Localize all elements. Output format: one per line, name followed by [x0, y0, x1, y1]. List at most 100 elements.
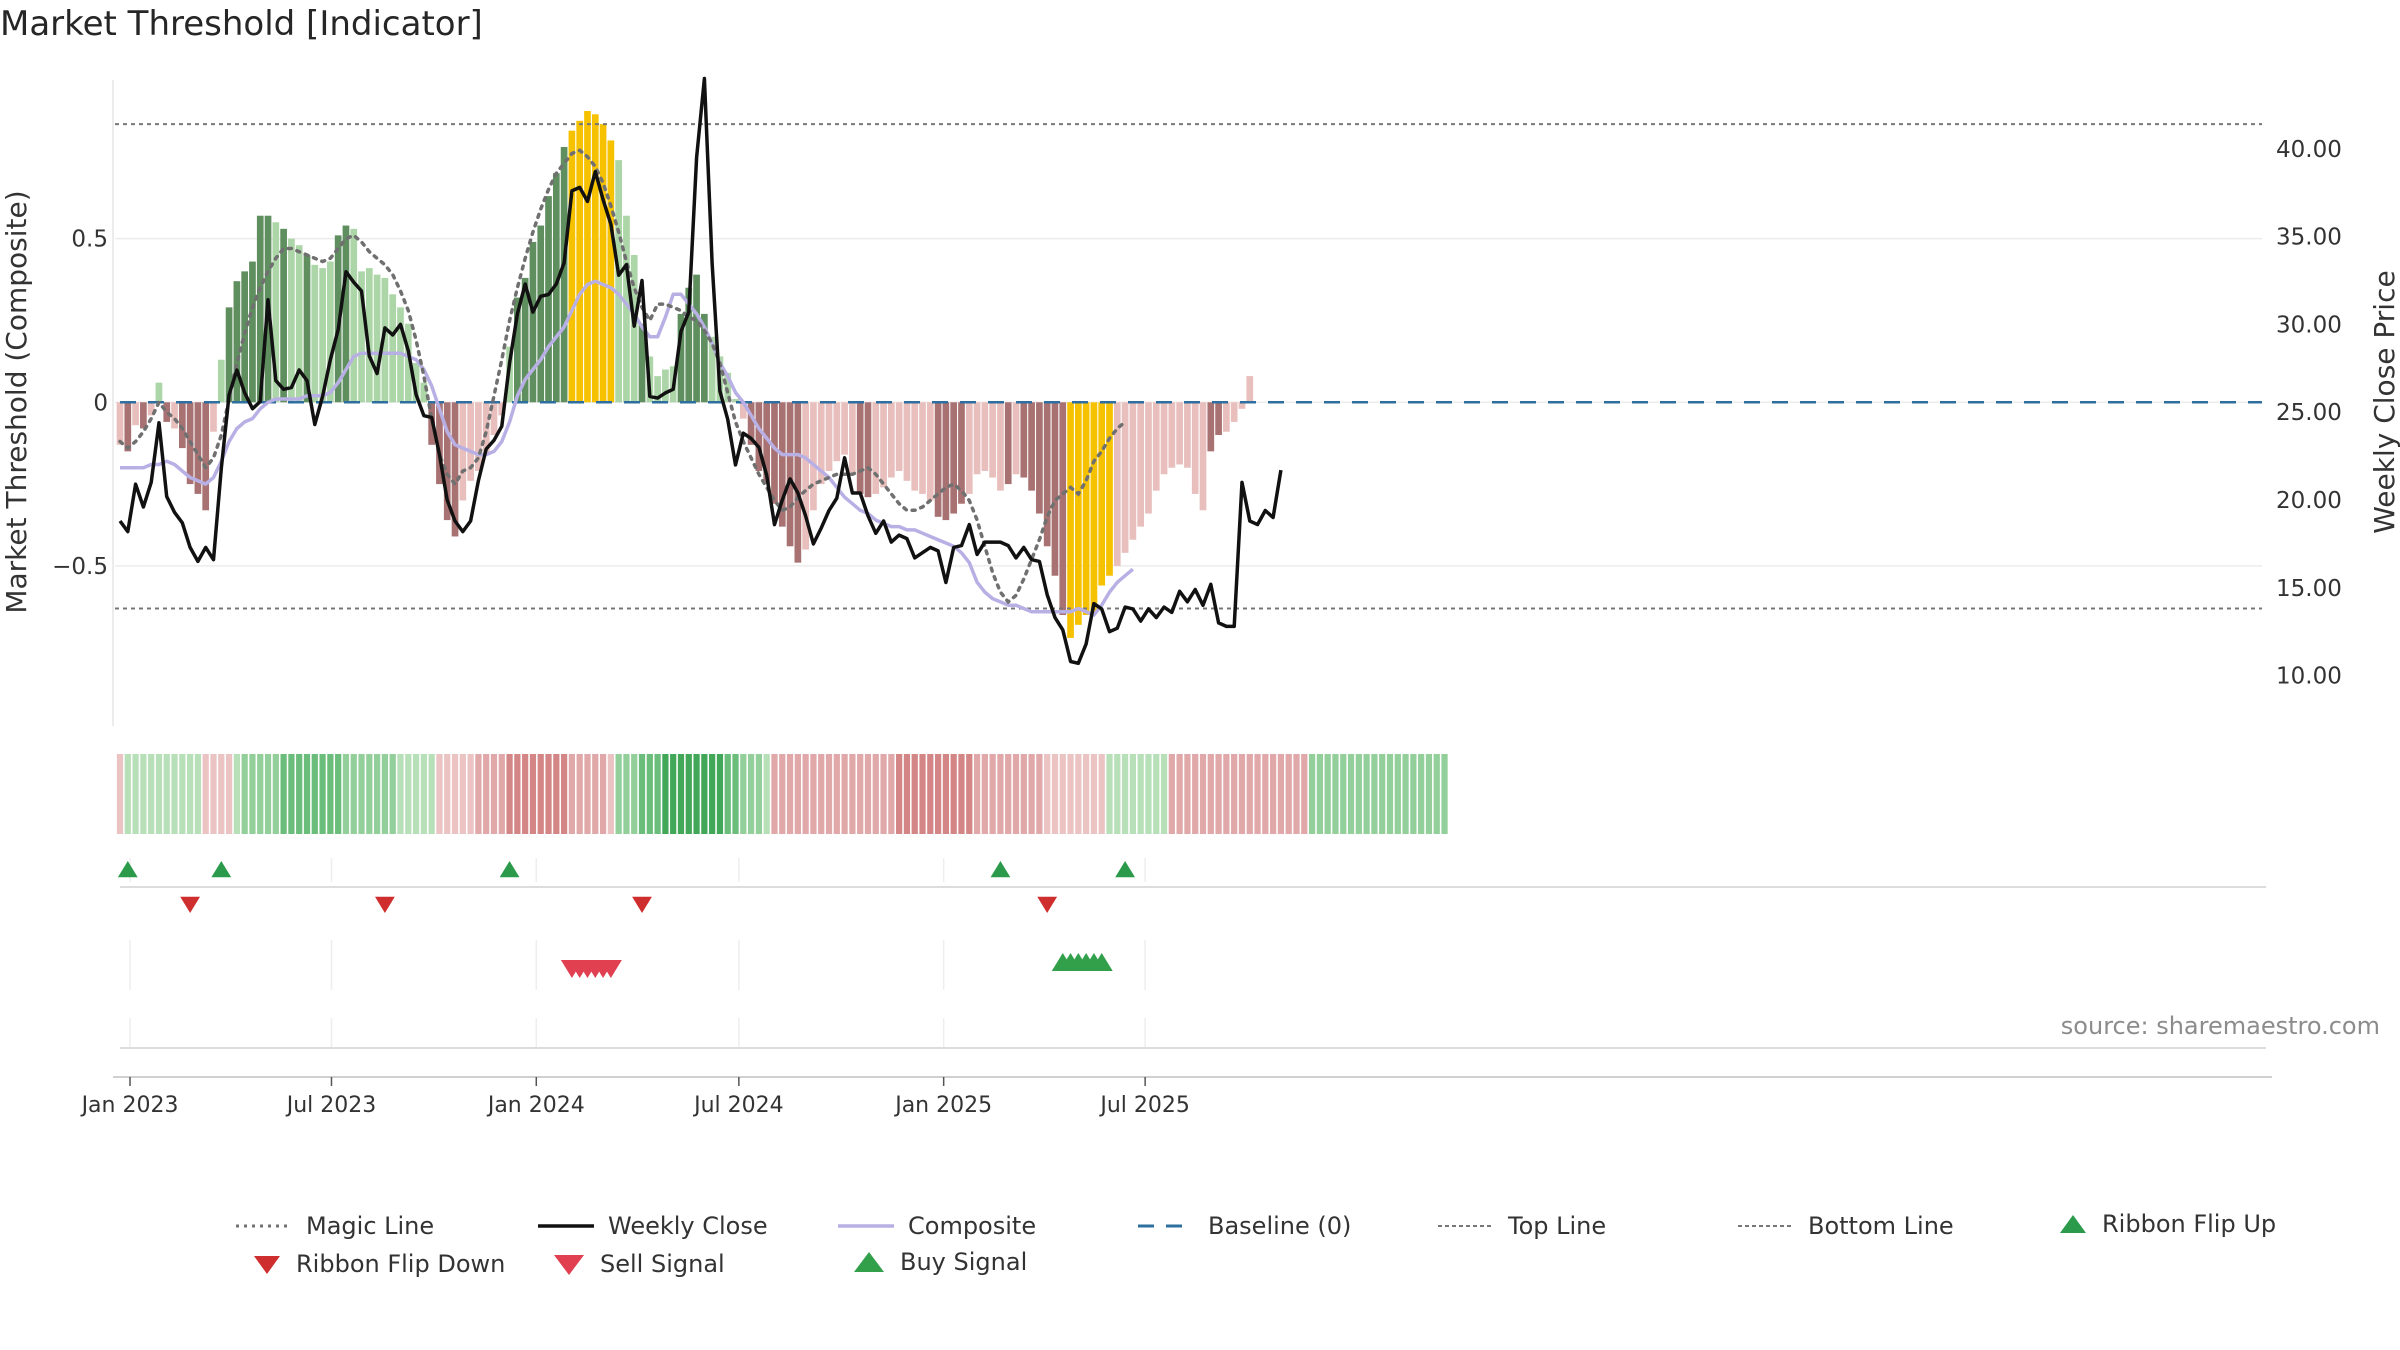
composite-bar: [350, 228, 358, 403]
ribbon-cell: [1044, 754, 1051, 834]
ribbon-cell: [1332, 754, 1339, 834]
ribbon-cell: [662, 754, 669, 834]
composite-bar: [319, 268, 326, 403]
ribbon-cell: [202, 754, 209, 834]
reference-lines: [115, 123, 2262, 610]
composite-bar: [1106, 402, 1113, 576]
legend-item-ribbon-flip-up[interactable]: Ribbon Flip Up: [2058, 1210, 2276, 1238]
legend-item-baseline[interactable]: Baseline (0): [1138, 1212, 1351, 1240]
ribbon-cell: [1145, 754, 1152, 834]
composite-bar: [911, 402, 919, 491]
y-tick-label: 0.5: [71, 227, 108, 253]
composite-bar: [1082, 402, 1090, 615]
composite-bar: [560, 147, 568, 403]
composite-bar: [989, 402, 996, 478]
composite-bar: [584, 111, 591, 403]
legend-label: Sell Signal: [600, 1250, 725, 1278]
legend-item-bottom-line[interactable]: Bottom Line: [1738, 1212, 1954, 1240]
composite-bar: [225, 307, 233, 403]
market-threshold-chart: 0.5 0 −0.5 40.00 35.00 30.00 25.00 20.00 15.00 10…: [0, 76, 2400, 1118]
composite-bar: [529, 241, 537, 403]
grid-layer: [115, 237, 2262, 1048]
ribbon-cell: [724, 754, 731, 834]
composite-bar: [116, 402, 124, 445]
composite-bar: [623, 215, 630, 403]
triangle-up-icon: [854, 1252, 884, 1272]
ribbon-cell: [1394, 754, 1401, 834]
composite-bar: [849, 402, 856, 475]
composite-bar: [856, 402, 864, 494]
ribbon-cell: [1410, 754, 1417, 834]
legend-item-top-line[interactable]: Top Line: [1438, 1212, 1606, 1240]
composite-bar: [1020, 402, 1028, 478]
ribbon-cell: [241, 754, 248, 834]
ribbon-flip-up-marker: [117, 861, 138, 878]
composite-bar: [1230, 402, 1238, 422]
ribbon-cell: [522, 754, 529, 834]
ribbon-cell: [810, 754, 817, 834]
ribbon-cell: [1020, 754, 1027, 834]
composite-bar: [841, 402, 848, 455]
legend-item-sell-signal[interactable]: Sell Signal: [552, 1250, 725, 1278]
legend-label: Bottom Line: [1808, 1212, 1954, 1240]
legend-label: Weekly Close: [608, 1212, 768, 1240]
composite-bar: [288, 238, 295, 403]
composite-bar: [389, 294, 397, 403]
ribbon-cell: [459, 754, 466, 834]
legend-item-ribbon-flip-down[interactable]: Ribbon Flip Down: [252, 1250, 505, 1278]
composite-bar: [1004, 402, 1012, 485]
ribbon-cell: [685, 754, 692, 834]
ribbon-cell: [654, 754, 661, 834]
ribbon-cell: [303, 754, 311, 834]
ribbon-cell: [374, 754, 381, 834]
y2-axis-label: Weekly Close Price: [2368, 270, 2400, 533]
ribbon-flip-down-marker: [180, 896, 201, 913]
composite-bar: [467, 402, 474, 481]
composite-bar: [1067, 402, 1074, 638]
legend-item-composite[interactable]: Composite: [838, 1212, 1036, 1240]
composite-bar: [880, 402, 887, 488]
ribbon-cell: [1246, 754, 1253, 834]
ribbon-cell: [716, 754, 724, 834]
composite-bar: [802, 402, 809, 550]
ribbon-cell: [1106, 754, 1113, 834]
ribbon-cell: [233, 754, 240, 834]
composite-bar: [147, 402, 155, 416]
legend: Magic Line Weekly Close Composite Baseli…: [0, 1200, 2400, 1280]
ribbon-cell: [599, 754, 607, 834]
x-tick-label: Jan 2023: [80, 1093, 179, 1118]
composite-bar: [997, 402, 1004, 491]
ribbon-cell: [763, 754, 770, 834]
ribbon-cell: [389, 754, 396, 834]
buy-signal-marker: [1090, 953, 1113, 971]
ribbon-cell: [1433, 754, 1440, 834]
ribbon-cell: [794, 754, 801, 834]
ribbon-cell: [1231, 754, 1238, 834]
ribbon-cell: [436, 754, 443, 834]
composite-bar: [373, 274, 381, 403]
ribbon-cell: [1051, 754, 1059, 834]
ribbon-cell: [607, 754, 614, 834]
ribbon-cell: [553, 754, 560, 834]
ribbon-cell: [911, 754, 918, 834]
composite-bar: [1207, 402, 1215, 452]
legend-label: Magic Line: [306, 1212, 435, 1240]
ribbon-cell: [849, 754, 856, 834]
composite-bar: [817, 402, 825, 485]
ribbon-cell: [163, 754, 170, 834]
composite-bar: [568, 130, 576, 403]
legend-item-buy-signal[interactable]: Buy Signal: [852, 1248, 1027, 1276]
ribbon-cell: [755, 754, 763, 834]
composite-bar: [171, 402, 178, 429]
ribbon-cell: [1207, 754, 1214, 834]
composite-bar: [833, 402, 841, 462]
triangle-down-icon: [554, 1255, 584, 1275]
legend-item-magic-line[interactable]: Magic Line: [236, 1212, 434, 1240]
ribbon-cell: [786, 754, 794, 834]
legend-item-weekly-close[interactable]: Weekly Close: [538, 1212, 768, 1240]
ribbon-cell: [529, 754, 537, 834]
ribbon-cell: [514, 754, 521, 834]
composite-bar: [872, 402, 880, 494]
legend-label: Composite: [908, 1212, 1037, 1240]
ribbon-cell: [545, 754, 552, 834]
